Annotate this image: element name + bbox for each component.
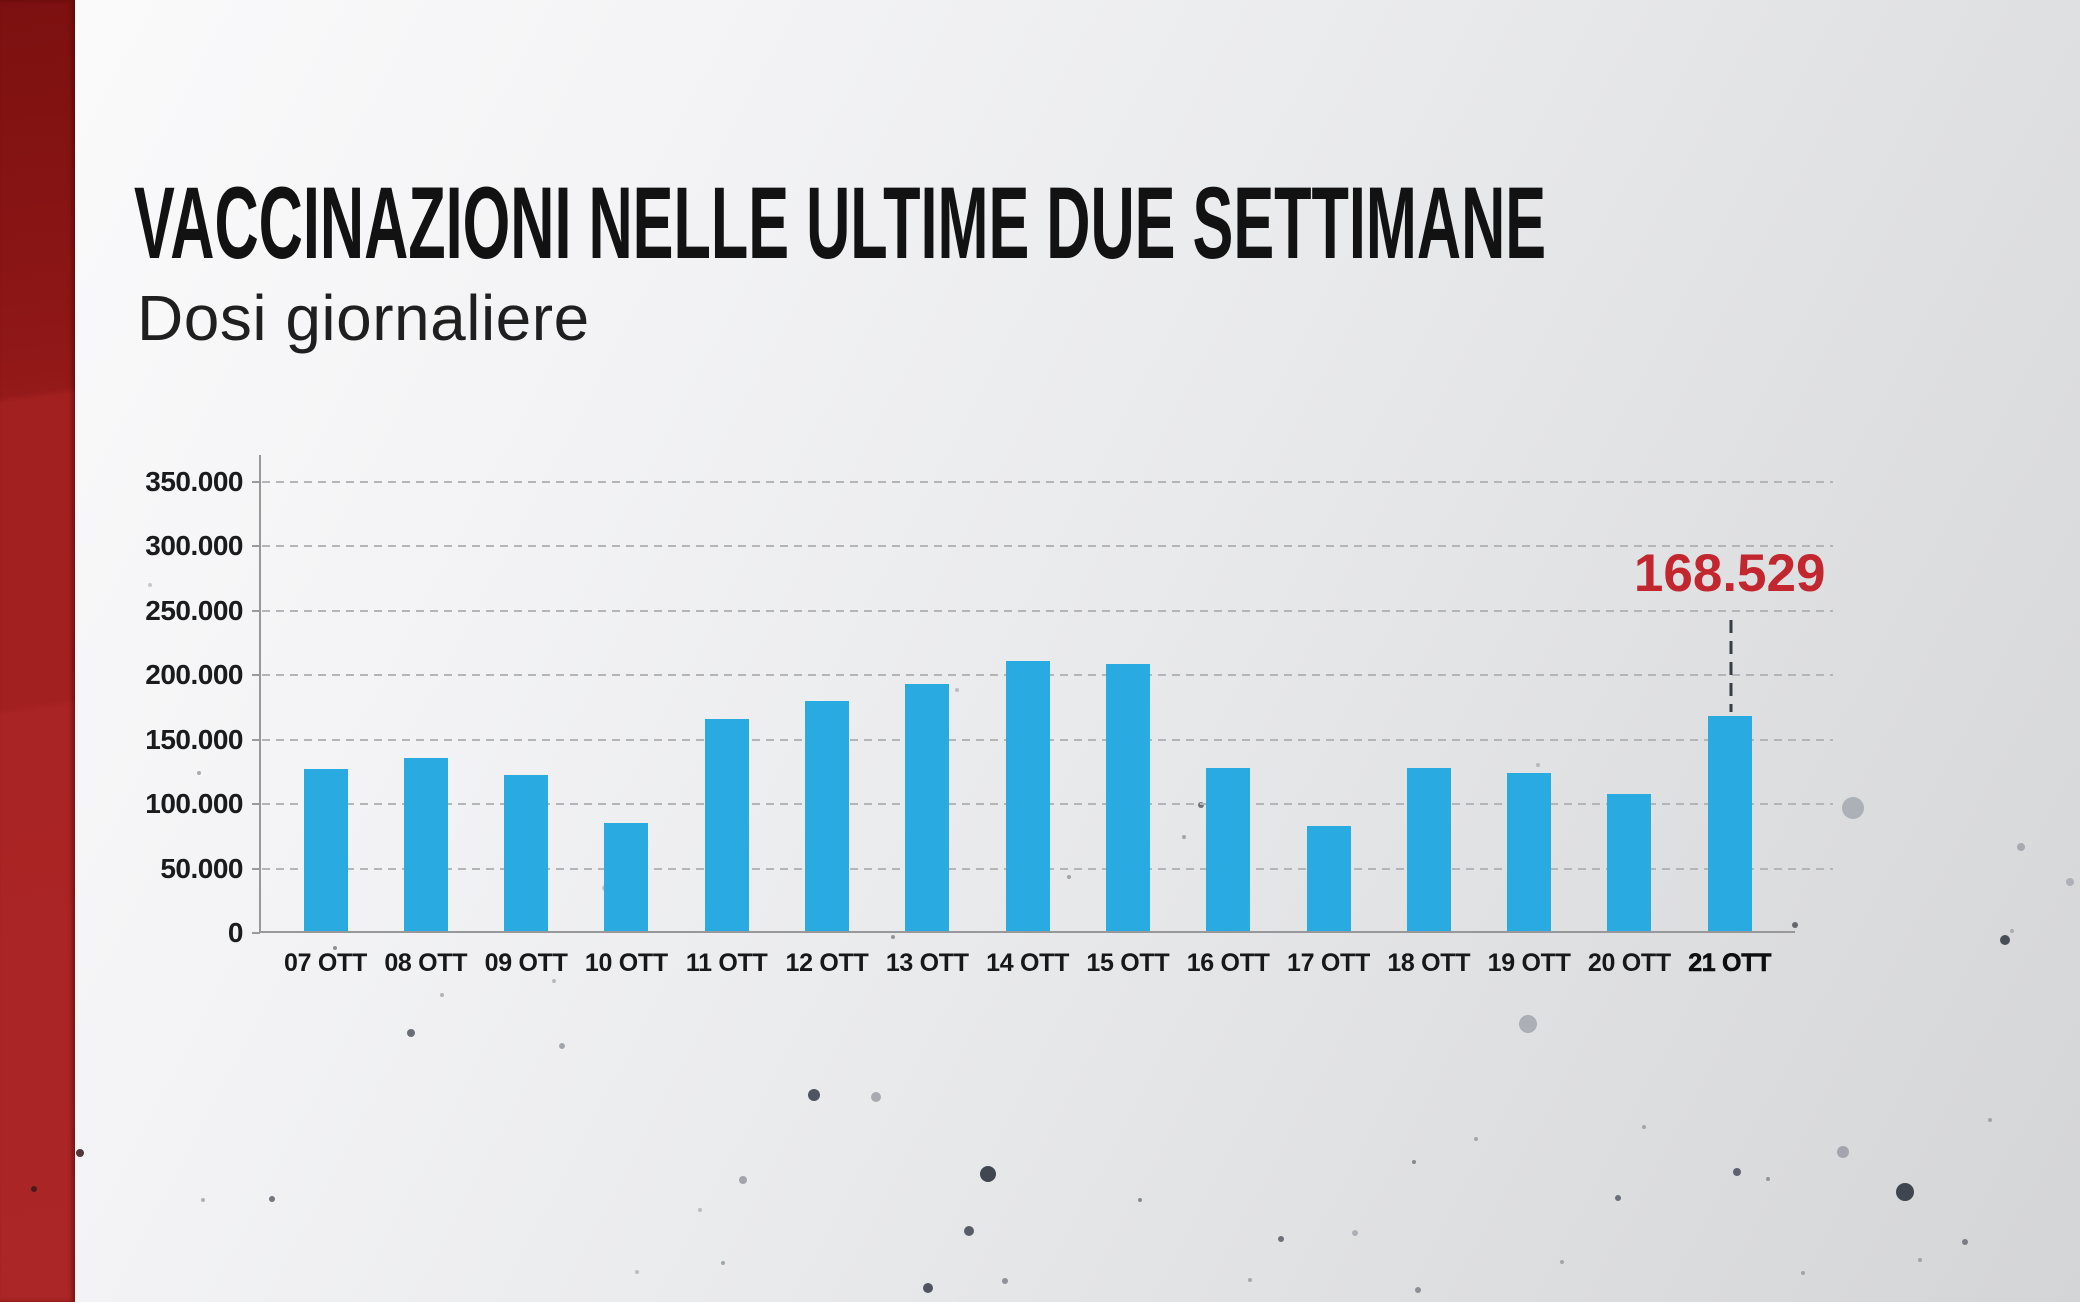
x-axis-label-20-ott: 20 OTT — [1587, 949, 1671, 977]
x-axis-label-11-ott: 11 OTT — [685, 949, 768, 977]
red-sidebar — [0, 0, 75, 1302]
x-axis-label-14-ott: 14 OTT — [986, 949, 1070, 977]
x-axis-label-13-ott: 13 OTT — [885, 949, 969, 977]
bar-17-ott — [1306, 826, 1351, 931]
y-tick-250.000 — [252, 609, 260, 612]
x-axis-label-07-ott: 07 OTT — [284, 949, 367, 977]
bar-15-ott — [1105, 663, 1150, 931]
bar-11-ott — [704, 719, 749, 931]
x-axis-label-18-ott: 18 OTT — [1387, 949, 1471, 977]
y-tick-150.000 — [252, 738, 260, 741]
x-axis-end-tick — [1792, 922, 1798, 928]
y-tick-100.000 — [252, 803, 260, 806]
bar-12-ott — [805, 701, 849, 931]
bar-21-ott — [1707, 715, 1752, 931]
bar-08-ott — [403, 757, 448, 931]
x-axis-label-19-ott: 19 OTT — [1487, 949, 1571, 977]
bar-09-ott — [504, 774, 549, 931]
y-axis-label-350.000: 350.000 — [145, 466, 243, 497]
y-axis-label-50.000: 50.000 — [160, 852, 243, 884]
y-tick-350.000 — [252, 481, 260, 483]
y-axis-label-250.000: 250.000 — [145, 594, 243, 626]
gridline-350.000 — [262, 481, 1833, 483]
page-title: VACCINAZIONI NELLE ULTIME DUE SETTIMANE — [134, 166, 1547, 280]
bar-19-ott — [1507, 773, 1552, 931]
y-axis-label-150.000: 150.000 — [145, 723, 243, 755]
page-subtitle: Dosi giornaliere — [137, 282, 590, 354]
y-axis-line — [259, 455, 261, 933]
y-axis-label-100.000: 100.000 — [145, 788, 243, 820]
y-tick-200.000 — [252, 674, 260, 677]
y-axis-label-300.000: 300.000 — [145, 530, 243, 562]
bar-10-ott — [604, 823, 649, 931]
bar-20-ott — [1607, 793, 1652, 931]
bar-16-ott — [1206, 768, 1251, 931]
y-axis-label-0: 0 — [227, 917, 244, 948]
y-tick-0 — [252, 932, 260, 934]
x-axis-label-21-ott: 21 OTT — [1688, 949, 1772, 978]
x-axis-label-17-ott: 17 OTT — [1287, 949, 1370, 977]
x-axis-label-12-ott: 12 OTT — [785, 949, 869, 977]
bar-18-ott — [1406, 768, 1451, 931]
x-axis-label-15-ott: 15 OTT — [1086, 949, 1170, 977]
bar-14-ott — [1005, 661, 1050, 931]
gridline-250.000 — [262, 609, 1833, 612]
y-tick-50.000 — [252, 867, 260, 870]
gridline-300.000 — [262, 545, 1833, 548]
annotation-value: 168.529 — [1633, 544, 1826, 603]
x-axis-label-09-ott: 09 OTT — [484, 949, 568, 977]
x-axis-label-10-ott: 10 OTT — [584, 949, 668, 977]
x-axis-line — [259, 931, 1795, 933]
x-axis-label-08-ott: 08 OTT — [384, 949, 468, 977]
bar-07-ott — [303, 769, 348, 931]
bar-13-ott — [905, 684, 950, 931]
y-axis-label-200.000: 200.000 — [145, 659, 243, 691]
y-tick-300.000 — [252, 545, 260, 548]
annotation-connector-line — [1729, 620, 1733, 712]
x-axis-label-16-ott: 16 OTT — [1186, 949, 1270, 977]
